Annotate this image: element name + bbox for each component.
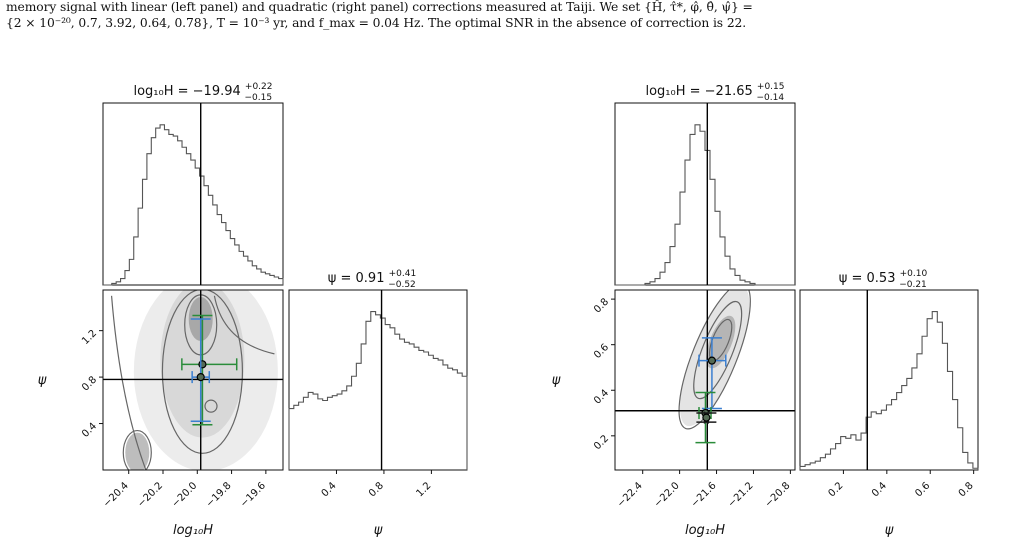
hist-psi-line	[799, 311, 979, 470]
hist-psi-frame	[288, 289, 468, 471]
x-axis-H-tick-label: −20.0	[170, 480, 199, 509]
title-H-value: log₁₀H = −19.94	[133, 84, 244, 99]
title-H-minus: −0.15	[245, 93, 273, 103]
contour-outer-right	[213, 295, 275, 355]
x-axis-psi-tick-label: 0.8	[367, 480, 386, 499]
density-area	[110, 290, 278, 470]
xlabel-H: log₁₀H	[685, 523, 725, 538]
density-area	[678, 290, 751, 430]
contour-mid	[161, 290, 244, 454]
title-H: log₁₀H = −21.65 +0.15 −0.14	[645, 82, 784, 103]
y-axis-psi-tick-label: 0.4	[80, 421, 99, 440]
x-axis-psi-tick-label: 0.6	[913, 480, 932, 499]
x-axis-psi-tick-label: 0.2	[827, 480, 846, 499]
title-H-plus: +0.22	[245, 82, 273, 92]
x-axis-psi-tick-label: 0.8	[957, 480, 976, 499]
xlabel-psi: ψ	[885, 523, 894, 538]
y-axis-psi-tick-label: 1.2	[80, 328, 99, 347]
title-psi-value: ψ = 0.91	[328, 271, 389, 286]
scatter-frame	[102, 289, 284, 471]
caption-line-2: {2 × 10⁻²⁰, 0.7, 3.92, 0.64, 0.78}, T = …	[6, 15, 747, 30]
title-psi: ψ = 0.91 +0.41 −0.52	[328, 269, 416, 290]
x-axis-H-tick-label: −21.2	[726, 480, 755, 509]
hist-psi-frame	[799, 289, 979, 471]
scatter-frame	[614, 289, 796, 471]
hist-H-line	[615, 124, 795, 286]
x-axis-H-tick-label: −21.6	[689, 480, 718, 509]
estimate-point-quadratic-fit	[707, 356, 717, 365]
title-psi-plus: +0.10	[900, 269, 928, 279]
density-peak	[706, 315, 736, 369]
x-axis-psi-tick-label: 0.4	[870, 480, 889, 499]
title-H-minus: −0.14	[757, 93, 785, 103]
title-H-plus: +0.15	[757, 82, 785, 92]
estimate-point-fisher	[702, 413, 711, 422]
hist-psi-line	[288, 311, 468, 470]
y-axis-psi-tick-label: 0.8	[80, 374, 99, 393]
y-axis-psi-tick-label: 0.8	[592, 296, 611, 315]
x-axis-H-tick-label: −22.4	[615, 480, 644, 509]
contour-tail	[122, 429, 152, 470]
x-axis-H-tick-label: −19.8	[204, 480, 233, 509]
ylabel-psi: ψ	[38, 373, 47, 388]
title-psi-value: ψ = 0.53	[839, 271, 900, 286]
x-axis-H-tick-label: −22.0	[652, 480, 681, 509]
y-axis-psi-tick-label: 0.4	[592, 388, 611, 407]
xlabel-H: log₁₀H	[173, 523, 213, 538]
corner-panel-right: log₁₀H = −21.65 +0.15 −0.14 −22.4 −22.0 −21.…	[552, 82, 979, 538]
ylabel-psi: ψ	[552, 373, 561, 388]
x-axis-H-tick-label: −20.4	[101, 480, 130, 509]
title-H-value: log₁₀H = −21.65	[645, 84, 756, 99]
title-H: log₁₀H = −19.94 +0.22 −0.15	[133, 82, 272, 103]
contour-outer-left	[110, 295, 147, 470]
x-axis-H-tick-label: −20.2	[136, 480, 165, 509]
hist-H-frame	[614, 102, 796, 286]
hist-H-frame	[102, 102, 284, 286]
estimate-point-fisher	[196, 372, 205, 382]
title-psi: ψ = 0.53 +0.10 −0.21	[839, 269, 928, 290]
contour-outer	[678, 290, 751, 430]
title-psi-minus: −0.52	[388, 280, 416, 290]
caption-line-1: memory signal with linear (left panel) a…	[6, 0, 753, 14]
contour-blob	[204, 399, 218, 413]
x-axis-psi-tick-label: 1.2	[414, 480, 433, 499]
x-axis-H-tick-label: −19.6	[239, 480, 268, 509]
figure-caption: memory signal with linear (left panel) a…	[6, 0, 1021, 31]
y-axis-psi-tick-label: 0.6	[592, 342, 611, 361]
title-psi-plus: +0.41	[389, 269, 417, 279]
y-axis-psi-tick-label: 0.2	[592, 433, 611, 452]
x-axis-psi-tick-label: 0.4	[320, 480, 339, 499]
corner-panel-left: log₁₀H = −19.94 +0.22 −0.15 −20.4 −20.2 −20.…	[38, 82, 468, 538]
xlabel-psi: ψ	[374, 523, 383, 538]
hist-H-line	[103, 124, 284, 286]
title-psi-minus: −0.21	[899, 280, 927, 290]
density-tail	[125, 432, 150, 470]
x-axis-H-tick-label: −20.8	[763, 480, 792, 509]
contour-mid	[693, 300, 743, 400]
